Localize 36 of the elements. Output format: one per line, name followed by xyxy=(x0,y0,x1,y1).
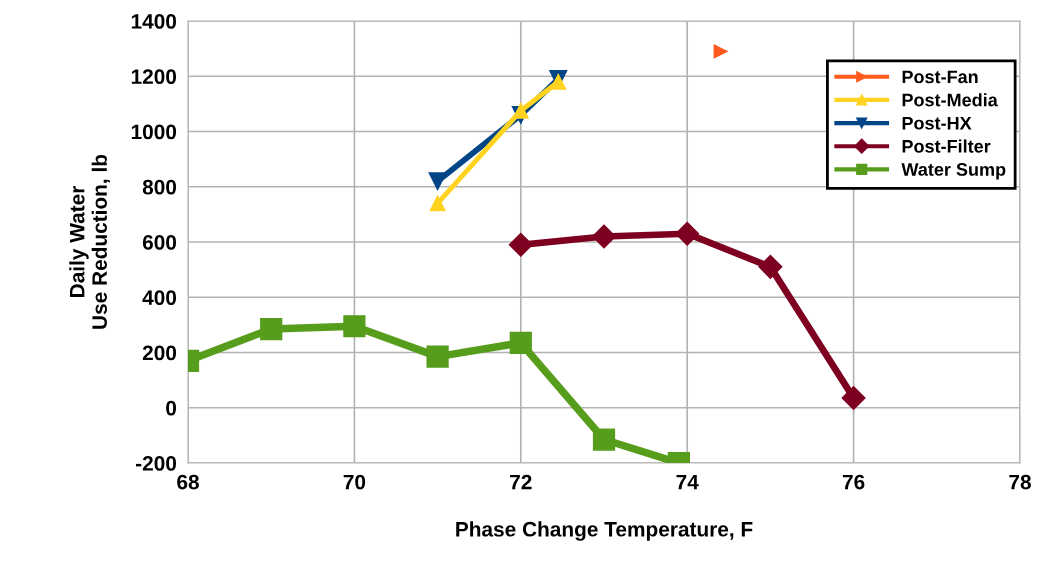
legend-label: Post-Fan xyxy=(902,70,978,84)
y-tick-label: 0 xyxy=(166,400,177,416)
point xyxy=(841,386,866,411)
y-tick-label: 1400 xyxy=(131,14,177,29)
point xyxy=(429,195,446,212)
point xyxy=(508,232,533,257)
point xyxy=(260,317,283,341)
point xyxy=(512,102,529,119)
legend-label: Post-Filter xyxy=(902,139,991,153)
point xyxy=(758,254,783,279)
x-tick-label: 68 xyxy=(177,474,199,490)
x-tick-label: 74 xyxy=(676,474,699,490)
y-tick-label: -200 xyxy=(136,456,177,471)
legend-label: Post-Media xyxy=(902,93,998,107)
point xyxy=(343,315,366,338)
x-tick-label: 78 xyxy=(1009,474,1031,490)
y-tick-label: 1000 xyxy=(131,124,177,140)
point xyxy=(592,428,616,451)
point xyxy=(428,172,447,191)
y-tick-label: 200 xyxy=(142,345,177,361)
point xyxy=(509,331,532,354)
y-axis-title: Daily Water Use Reduction, lb xyxy=(69,154,111,329)
legend-label: Post-HX xyxy=(902,116,972,130)
y-tick-label: 400 xyxy=(142,290,177,305)
y-tick-label: 800 xyxy=(142,179,177,195)
legend-label: Water Sump xyxy=(901,163,1006,180)
y-tick-label: 600 xyxy=(142,235,177,250)
y-tick-label: 1200 xyxy=(131,69,177,84)
x-tick-label: 70 xyxy=(343,474,366,490)
point xyxy=(592,224,616,249)
x-tick-label: 76 xyxy=(842,474,865,490)
x-tick-label: 72 xyxy=(510,474,532,490)
x-axis-title: Phase Change Temperature, F xyxy=(456,521,753,541)
point xyxy=(426,345,449,368)
point xyxy=(675,221,700,246)
point xyxy=(713,44,728,59)
